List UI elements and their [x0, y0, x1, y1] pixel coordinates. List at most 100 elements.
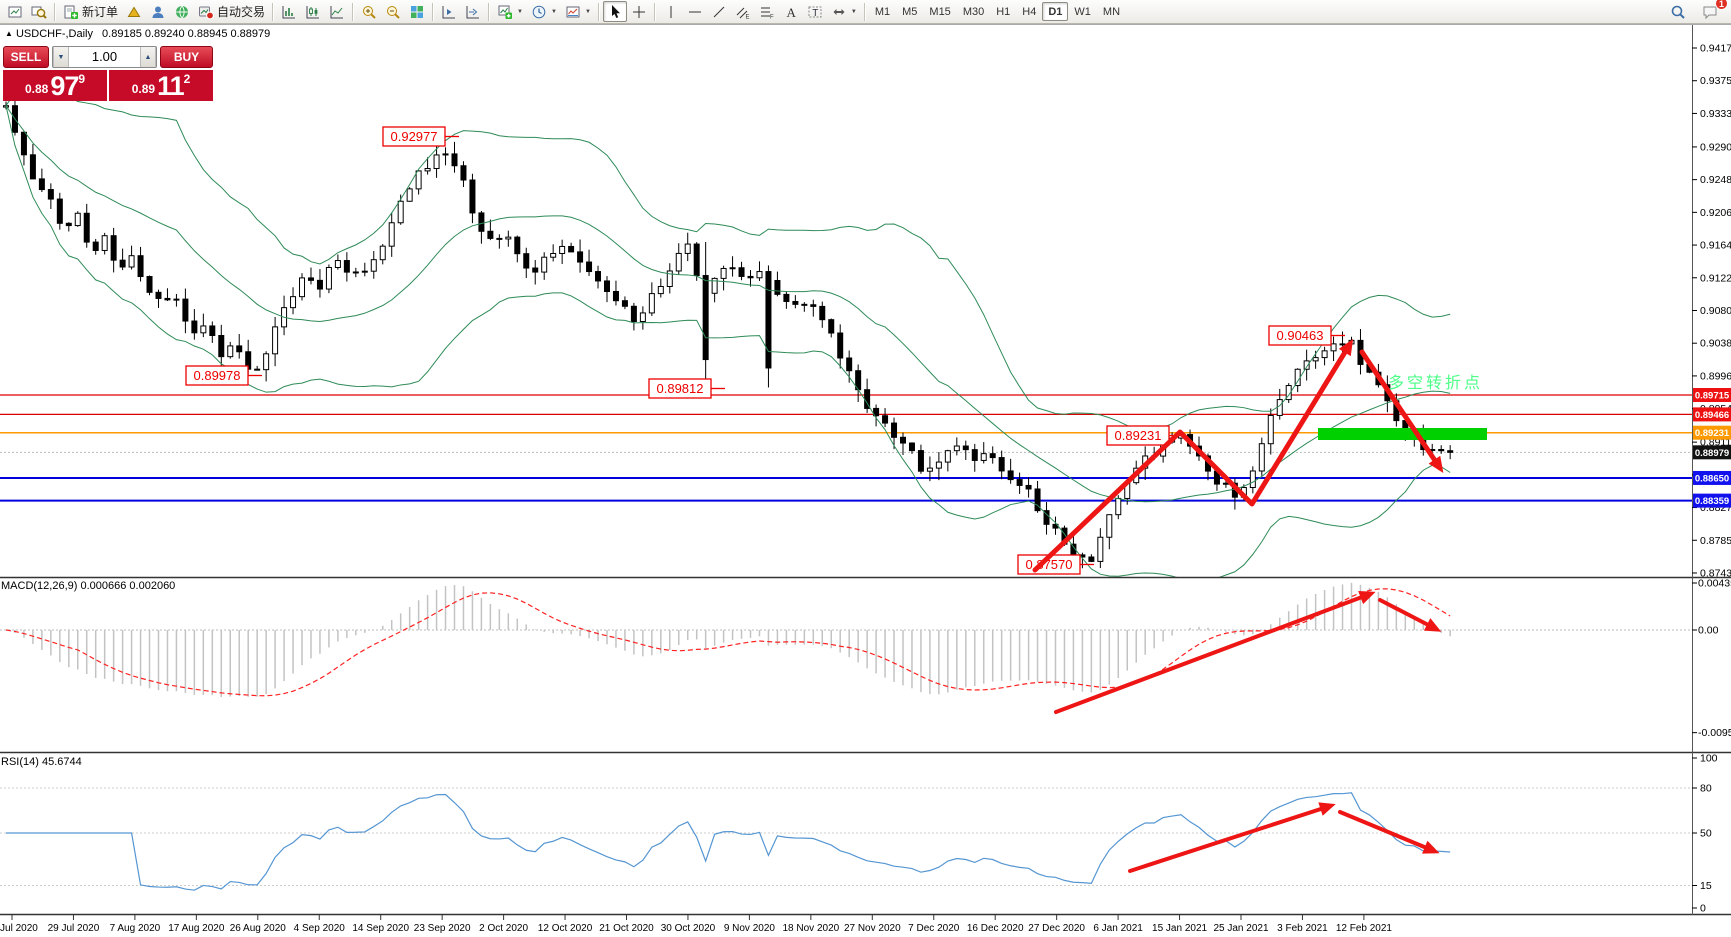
sell-price-sup: 9: [78, 72, 86, 86]
svg-text:E: E: [745, 14, 749, 20]
ohlc-values: 0.89185 0.89240 0.88945 0.88979: [102, 28, 271, 40]
line-chart-button[interactable]: [325, 1, 349, 22]
notifications-button[interactable]: 1: [1698, 0, 1728, 22]
equidistant-channel-icon: E: [736, 7, 749, 20]
candlestick-chart-icon: [306, 5, 320, 18]
volume-decrease-button[interactable]: ▼: [53, 47, 69, 67]
horizontal-line-icon: [688, 11, 701, 12]
fibonacci-button[interactable]: F: [755, 1, 779, 22]
sell-button[interactable]: SELL: [3, 46, 49, 68]
new-order-icon: [64, 5, 78, 19]
navigator-button[interactable]: [170, 1, 194, 22]
svg-text:21 Oct 2020: 21 Oct 2020: [599, 923, 654, 934]
tile-windows-button[interactable]: [405, 1, 429, 22]
svg-text:18 Nov 2020: 18 Nov 2020: [782, 923, 839, 934]
crosshair-button[interactable]: [627, 1, 651, 22]
toolbar-separator: [488, 2, 491, 21]
timeframe-h4[interactable]: H4: [1022, 5, 1037, 18]
zoom-in-button[interactable]: [357, 1, 381, 22]
templates-icon: [566, 6, 580, 17]
buy-button[interactable]: BUY: [160, 46, 213, 68]
new-chart-button[interactable]: [3, 1, 27, 22]
navigator-icon: [176, 5, 189, 18]
timeframe-m5[interactable]: M5: [902, 5, 918, 18]
trend-arrows[interactable]: [1032, 338, 1444, 873]
chart-shift-button[interactable]: [437, 1, 461, 22]
candlesticks: [3, 100, 1454, 569]
volume-input[interactable]: 1.00: [91, 49, 118, 64]
volume-increase-button[interactable]: ▲: [140, 47, 156, 67]
timeframe-m1[interactable]: M1: [874, 5, 891, 18]
timeframe-d1[interactable]: D1: [1042, 2, 1069, 21]
vertical-line-button[interactable]: [659, 1, 683, 22]
buy-price-sup: 2: [183, 72, 191, 86]
new-order-button[interactable]: 新订单: [59, 1, 122, 22]
svg-text:12 Feb 2021: 12 Feb 2021: [1336, 923, 1393, 934]
svg-text:7 Aug 2020: 7 Aug 2020: [110, 923, 161, 934]
time-axis[interactable]: 20 Jul 2020 29 Jul 2020 7 Aug 2020 17 Aug 2…: [0, 915, 1392, 934]
annotation-text[interactable]: 多空转折点: [1388, 374, 1483, 392]
templates-button[interactable]: ▼: [561, 1, 595, 22]
rsi-pane: [0, 787, 1692, 891]
new-chart-icon: [8, 6, 22, 17]
svg-text:4 Sep 2020: 4 Sep 2020: [294, 923, 346, 934]
timeframe-m30[interactable]: M30: [962, 5, 985, 18]
chart-autoscroll-button[interactable]: [461, 1, 485, 22]
toolbar-separator: [352, 2, 355, 21]
svg-text:0.89466: 0.89466: [1695, 410, 1729, 421]
svg-text:12 Oct 2020: 12 Oct 2020: [538, 923, 593, 934]
text-button[interactable]: A: [779, 1, 803, 22]
svg-text:0.00: 0.00: [1698, 625, 1719, 637]
chart-shift-icon: [442, 5, 456, 18]
top-toolbar: 新订单 自动交易 ▼ ▼ ▼ E F A T ▼ M1 M5 M15 M30 H1 H4 D1 W1 MN 1: [0, 0, 1731, 24]
data-window-button[interactable]: [146, 1, 170, 22]
timeframe-w1[interactable]: W1: [1074, 5, 1091, 18]
equidistant-channel-button[interactable]: E: [731, 1, 755, 22]
buy-price-display[interactable]: 0.89 11 2: [109, 70, 213, 101]
fibonacci-icon: F: [760, 7, 774, 20]
svg-text:0.004351: 0.004351: [1698, 578, 1731, 590]
support-zone-bar[interactable]: [1318, 428, 1487, 440]
horizontal-level-lines[interactable]: [0, 394, 1692, 502]
bar-chart-button[interactable]: [277, 1, 301, 22]
chart-title: ▲ USDCHF-,Daily 0.89185 0.89240 0.88945 …: [5, 28, 270, 40]
price-tags: 0.89715 0.89466 0.89231 0.88979 0.88650 0.883…: [1693, 387, 1731, 508]
candlestick-chart-button[interactable]: [301, 1, 325, 22]
dropdown-caret-icon: ▼: [517, 8, 523, 15]
svg-text:16 Dec 2020: 16 Dec 2020: [967, 923, 1024, 934]
text-icon: A: [786, 5, 796, 20]
svg-text:7 Dec 2020: 7 Dec 2020: [908, 923, 960, 934]
market-watch-button[interactable]: [122, 1, 146, 22]
cursor-button[interactable]: [602, 1, 627, 22]
text-label-button[interactable]: T: [803, 1, 827, 22]
autotrading-button[interactable]: 自动交易: [194, 1, 269, 22]
bollinger-bands: [5, 88, 1451, 577]
symbol-name: USDCHF-,Daily: [15, 28, 93, 40]
timeframe-h1[interactable]: H1: [996, 5, 1011, 18]
timeframe-mn[interactable]: MN: [1102, 5, 1121, 18]
svg-text:30 Oct 2020: 30 Oct 2020: [661, 923, 716, 934]
periods-icon: [532, 5, 546, 18]
timeframe-m15[interactable]: M15: [929, 5, 951, 18]
profiles-button[interactable]: [27, 1, 51, 22]
svg-text:0.89715: 0.89715: [1695, 390, 1730, 401]
one-click-trading-panel: SELL ▼ 1.00 ▲ BUY 0.88 97 9 0.89 11 2: [3, 46, 213, 101]
vertical-line-icon: [670, 5, 672, 18]
pane-separators[interactable]: [0, 24, 1731, 916]
dropdown-caret-icon: ▼: [584, 8, 591, 15]
periods-button[interactable]: ▼: [527, 1, 561, 22]
zoom-out-button[interactable]: [381, 1, 405, 22]
add-indicator-button[interactable]: ▼: [493, 1, 527, 22]
horizontal-line-button[interactable]: [683, 1, 707, 22]
trendline-button[interactable]: [707, 1, 731, 22]
cursor-icon: [611, 4, 620, 18]
svg-text:0.89231: 0.89231: [1115, 428, 1162, 443]
svg-text:29 Jul 2020: 29 Jul 2020: [48, 923, 100, 934]
sell-price-display[interactable]: 0.88 97 9: [3, 70, 107, 101]
market-watch-icon: [127, 6, 141, 17]
shapes-button[interactable]: ▼: [827, 1, 861, 22]
search-button[interactable]: [1666, 1, 1690, 22]
